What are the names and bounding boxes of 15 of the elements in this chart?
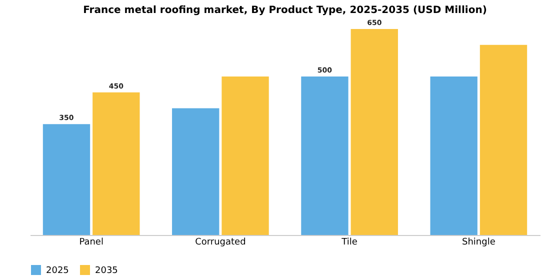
x-tick-label: Corrugated: [195, 238, 246, 248]
bar: [92, 92, 140, 235]
legend-label: 2025: [46, 266, 69, 276]
x-tick-label: Panel: [79, 238, 104, 248]
bar: [172, 108, 220, 235]
bar: [222, 76, 269, 235]
bar: [480, 44, 528, 235]
bar: [42, 124, 90, 235]
bar: [430, 76, 478, 235]
x-tick-label: Tile: [340, 238, 358, 248]
chart-title: France metal roofing market, By Product Type, 2025-2035 (USD Million): [83, 5, 487, 16]
legend-label: 2035: [95, 266, 118, 276]
x-tick-label: Shingle: [462, 238, 496, 248]
bar: [301, 76, 348, 235]
bar: [350, 29, 398, 235]
